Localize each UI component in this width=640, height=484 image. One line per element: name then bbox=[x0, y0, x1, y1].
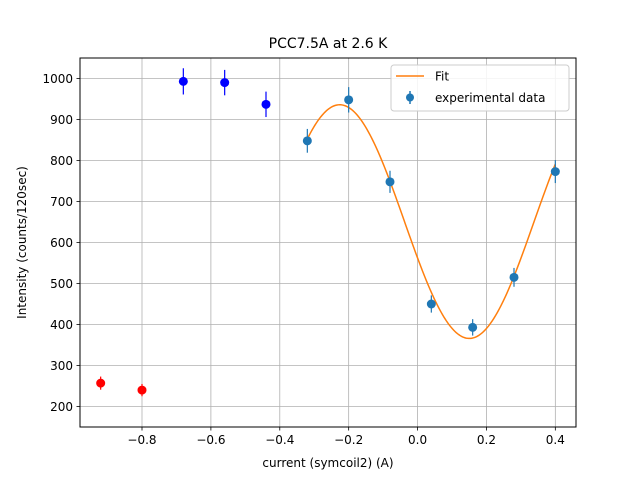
data-point bbox=[137, 385, 147, 395]
grid bbox=[80, 58, 576, 427]
y-tick-label: 400 bbox=[50, 318, 73, 332]
data-point bbox=[426, 299, 436, 309]
legend-data-label: experimental data bbox=[435, 91, 545, 105]
y-tick-label: 800 bbox=[50, 154, 73, 168]
x-tick-label: 0.4 bbox=[546, 433, 565, 447]
data-point bbox=[220, 78, 230, 88]
legend-box bbox=[390, 64, 570, 112]
x-axis-label: current (symcoil2) (A) bbox=[262, 456, 393, 470]
y-tick-label: 600 bbox=[50, 236, 73, 250]
y-axis-label: Intensity (counts/120sec) bbox=[15, 166, 29, 319]
y-tick-label: 700 bbox=[50, 195, 73, 209]
x-tick-label: −0.6 bbox=[196, 433, 225, 447]
y-tick-label: 1000 bbox=[42, 72, 73, 86]
data-point bbox=[550, 167, 560, 177]
y-tick-label: 200 bbox=[50, 400, 73, 414]
data-point bbox=[261, 99, 271, 109]
x-tick-label: −0.4 bbox=[265, 433, 294, 447]
data-point bbox=[302, 136, 312, 146]
chart-title: PCC7.5A at 2.6 K bbox=[269, 36, 389, 52]
legend: Fit experimental data bbox=[390, 64, 570, 112]
data-point bbox=[178, 76, 188, 86]
data-point bbox=[385, 177, 395, 187]
data-point bbox=[96, 378, 106, 388]
axis-ticks: −0.8 −0.6 −0.4 −0.2 0.0 0.2 0.4 200 300 400 500 600… bbox=[42, 72, 564, 447]
data-points-group bbox=[96, 68, 560, 397]
y-tick-label: 300 bbox=[50, 359, 73, 373]
y-tick-label: 900 bbox=[50, 113, 73, 127]
x-tick-label: 0.2 bbox=[477, 433, 496, 447]
legend-fit-label: Fit bbox=[435, 70, 449, 84]
data-point bbox=[344, 95, 354, 105]
x-tick-label: −0.2 bbox=[334, 433, 363, 447]
data-point bbox=[468, 322, 478, 332]
y-tick-label: 500 bbox=[50, 277, 73, 291]
legend-data-marker bbox=[406, 93, 414, 102]
x-tick-label: −0.8 bbox=[127, 433, 156, 447]
data-point bbox=[509, 272, 519, 282]
x-tick-label: 0.0 bbox=[408, 433, 427, 447]
